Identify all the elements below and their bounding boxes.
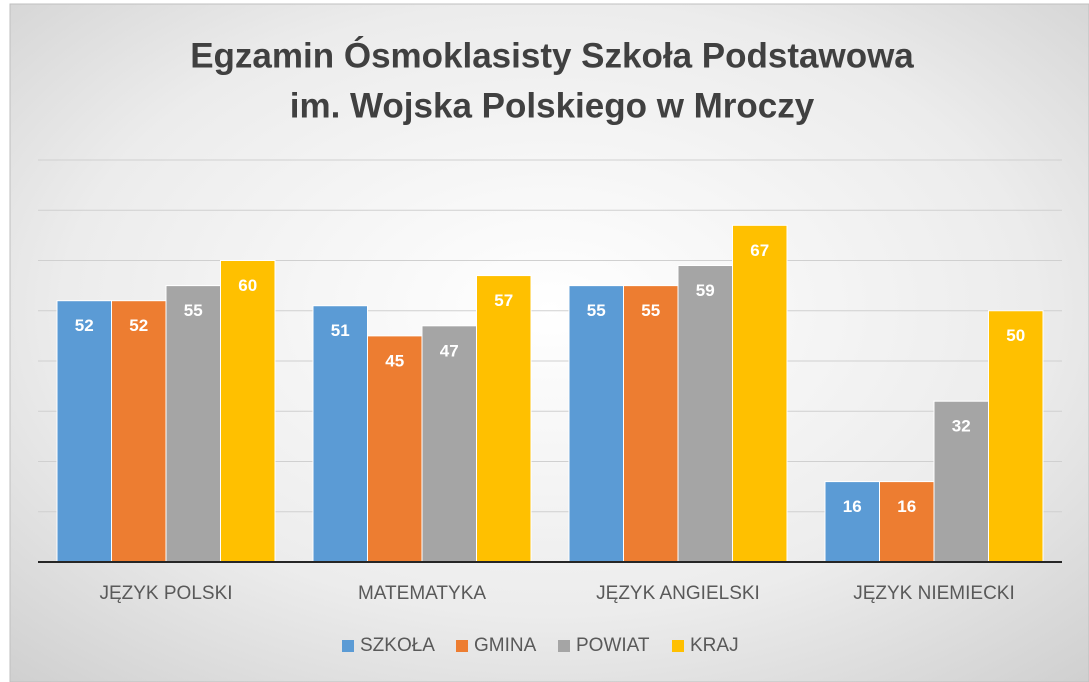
- legend-swatch: [342, 640, 354, 652]
- chart-title: Egzamin Ósmoklasisty Szkoła Podstawowa: [190, 35, 914, 75]
- data-label: 57: [494, 291, 513, 310]
- bar: [623, 285, 679, 563]
- bar: [677, 265, 733, 563]
- data-label: 52: [75, 316, 94, 335]
- bar: [421, 325, 477, 563]
- data-label: 60: [238, 276, 257, 295]
- x-tick-label: JĘZYK POLSKI: [99, 583, 232, 604]
- data-label: 55: [587, 301, 606, 320]
- data-label: 16: [897, 497, 916, 516]
- data-label: 55: [641, 301, 660, 320]
- data-label: 45: [385, 351, 404, 370]
- legend-label: SZKOŁA: [360, 635, 435, 656]
- bar: [988, 310, 1044, 563]
- data-label: 50: [1006, 326, 1025, 345]
- data-label: 32: [952, 417, 971, 436]
- data-label: 67: [750, 241, 769, 260]
- bar: [165, 285, 221, 563]
- bar: [56, 300, 112, 563]
- data-label: 52: [129, 316, 148, 335]
- data-label: 47: [440, 341, 459, 360]
- legend-label: GMINA: [474, 635, 537, 656]
- bar: [367, 335, 423, 563]
- bar: [568, 285, 624, 563]
- legend-label: KRAJ: [690, 635, 739, 656]
- bar: [111, 300, 167, 563]
- bar: [476, 275, 532, 563]
- bar: [732, 224, 788, 563]
- x-tick-label: MATEMATYKA: [358, 583, 486, 604]
- bar: [220, 260, 276, 563]
- legend-swatch: [558, 640, 570, 652]
- data-label: 51: [331, 321, 350, 340]
- data-label: 16: [843, 497, 862, 516]
- bar: [824, 481, 880, 563]
- bar: [879, 481, 935, 563]
- legend-label: POWIAT: [576, 635, 650, 656]
- data-label: 55: [184, 301, 203, 320]
- legend-swatch: [456, 640, 468, 652]
- bar: [312, 305, 368, 563]
- chart-title: im. Wojska Polskiego w Mroczy: [290, 86, 815, 125]
- bar: [933, 400, 989, 563]
- x-tick-label: JĘZYK ANGIELSKI: [596, 583, 760, 604]
- legend-swatch: [672, 640, 684, 652]
- x-tick-label: JĘZYK NIEMIECKI: [853, 583, 1015, 604]
- data-label: 59: [696, 281, 715, 300]
